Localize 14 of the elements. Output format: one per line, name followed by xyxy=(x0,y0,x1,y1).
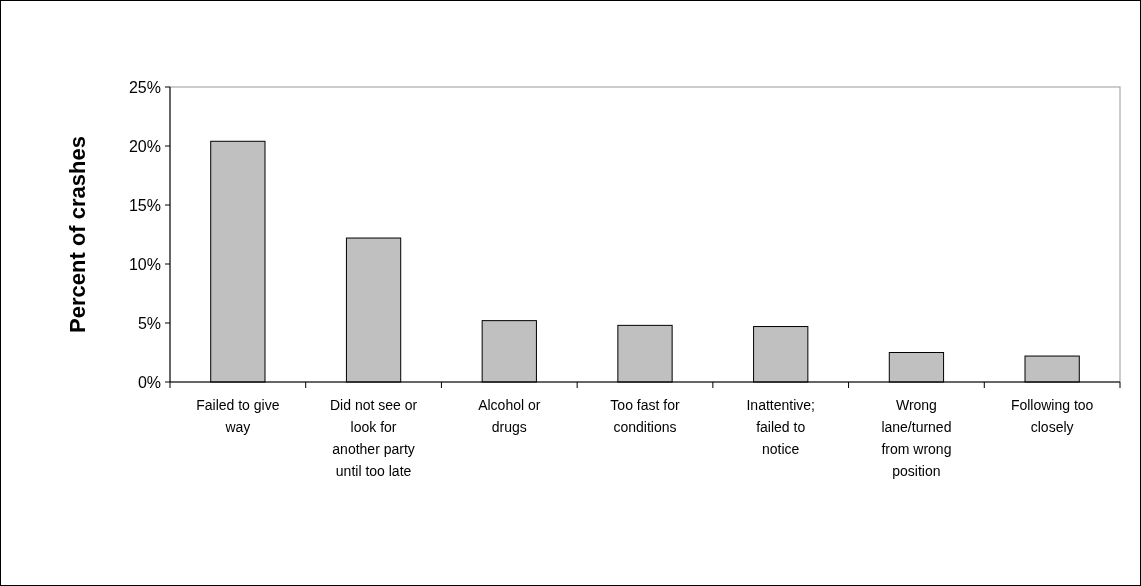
y-axis-title: Percent of crashes xyxy=(65,136,90,333)
x-tick-label: Alcohol or drugs xyxy=(478,397,541,435)
y-tick-label: 15% xyxy=(128,196,161,214)
x-tick-label: Too fast for conditions xyxy=(610,397,680,435)
x-tick-label: Inattentive; failed to notice xyxy=(746,397,815,457)
y-tick-label: 10% xyxy=(128,255,161,273)
y-tick-label: 0% xyxy=(137,373,161,391)
y-tick-label: 5% xyxy=(137,314,161,332)
x-tick-label: Failed to give way xyxy=(196,397,280,435)
x-tick-label: Following too closely xyxy=(1010,397,1094,435)
y-tick-label: 25% xyxy=(128,78,161,96)
x-tick-label: Did not see or look for another party until too late xyxy=(329,397,418,479)
x-tick-label: Wrong lane/turned from wrong position xyxy=(881,397,952,479)
y-tick-label: 20% xyxy=(128,137,161,155)
